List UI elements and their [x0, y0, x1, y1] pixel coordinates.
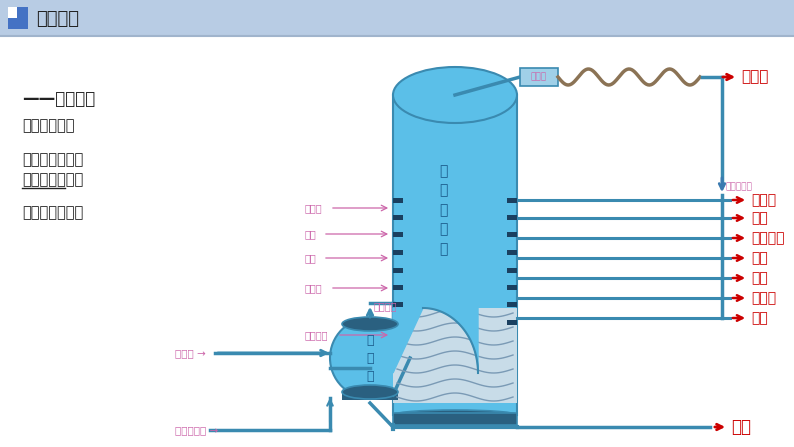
- Circle shape: [330, 318, 410, 398]
- Ellipse shape: [393, 67, 517, 123]
- Text: 燃油: 燃油: [751, 251, 768, 265]
- Text: 润滑油: 润滑油: [751, 291, 776, 305]
- Bar: [393, 215, 403, 220]
- Text: 原料油气: 原料油气: [374, 301, 398, 311]
- Text: 利用石油中各成: 利用石油中各成: [22, 152, 83, 167]
- Bar: [393, 285, 403, 290]
- Text: 加
热
器: 加 热 器: [366, 333, 374, 383]
- Text: 属于物理变化。: 属于物理变化。: [22, 205, 83, 220]
- Text: 油分回流管: 油分回流管: [726, 182, 753, 191]
- Bar: [393, 250, 403, 255]
- Text: 原料油气: 原料油气: [305, 330, 329, 340]
- Bar: [507, 268, 517, 273]
- Bar: [393, 95, 517, 415]
- Text: 石
油
分
馏
塔: 石 油 分 馏 塔: [439, 164, 447, 256]
- Bar: [0, 0, 794, 36]
- Text: 汽油: 汽油: [751, 211, 768, 225]
- Bar: [393, 320, 403, 325]
- Text: 石油气: 石油气: [741, 69, 769, 84]
- Bar: [507, 215, 517, 220]
- Bar: [393, 302, 403, 307]
- Text: 化石燃料: 化石燃料: [36, 10, 79, 28]
- Text: ——石油分馏: ——石油分馏: [22, 90, 95, 108]
- Text: 高温水蜀气 →: 高温水蜀气 →: [175, 425, 218, 435]
- Text: 柴油: 柴油: [751, 271, 768, 285]
- Bar: [507, 302, 517, 307]
- Text: 泡罩: 泡罩: [305, 229, 317, 239]
- Bar: [393, 268, 403, 273]
- Bar: [8, 7, 28, 29]
- Text: 原料油 →: 原料油 →: [175, 348, 206, 358]
- Bar: [342, 392, 398, 400]
- Bar: [393, 413, 517, 425]
- Text: 塔盘: 塔盘: [305, 253, 317, 263]
- Text: 石蜡: 石蜡: [751, 311, 768, 325]
- Text: 分的沸点不同，: 分的沸点不同，: [22, 172, 83, 187]
- Ellipse shape: [342, 317, 398, 331]
- Ellipse shape: [342, 385, 398, 399]
- Bar: [507, 320, 517, 325]
- Bar: [507, 250, 517, 255]
- Bar: [393, 232, 403, 237]
- Bar: [393, 198, 403, 203]
- Bar: [507, 198, 517, 203]
- Polygon shape: [393, 308, 517, 403]
- FancyBboxPatch shape: [520, 68, 558, 86]
- Text: 石油的分馏：: 石油的分馏：: [22, 118, 75, 133]
- Bar: [8, 7, 17, 18]
- Text: 溢流管: 溢流管: [305, 283, 322, 293]
- Text: 历青: 历青: [731, 418, 751, 436]
- Text: 航空燃油: 航空燃油: [751, 231, 784, 245]
- Text: 眨窗口: 眨窗口: [305, 203, 322, 213]
- Ellipse shape: [393, 410, 517, 420]
- Bar: [507, 232, 517, 237]
- Text: 溶剤油: 溶剤油: [751, 193, 776, 207]
- Text: 冷凝器: 冷凝器: [531, 72, 547, 81]
- Bar: [507, 285, 517, 290]
- Polygon shape: [393, 308, 478, 373]
